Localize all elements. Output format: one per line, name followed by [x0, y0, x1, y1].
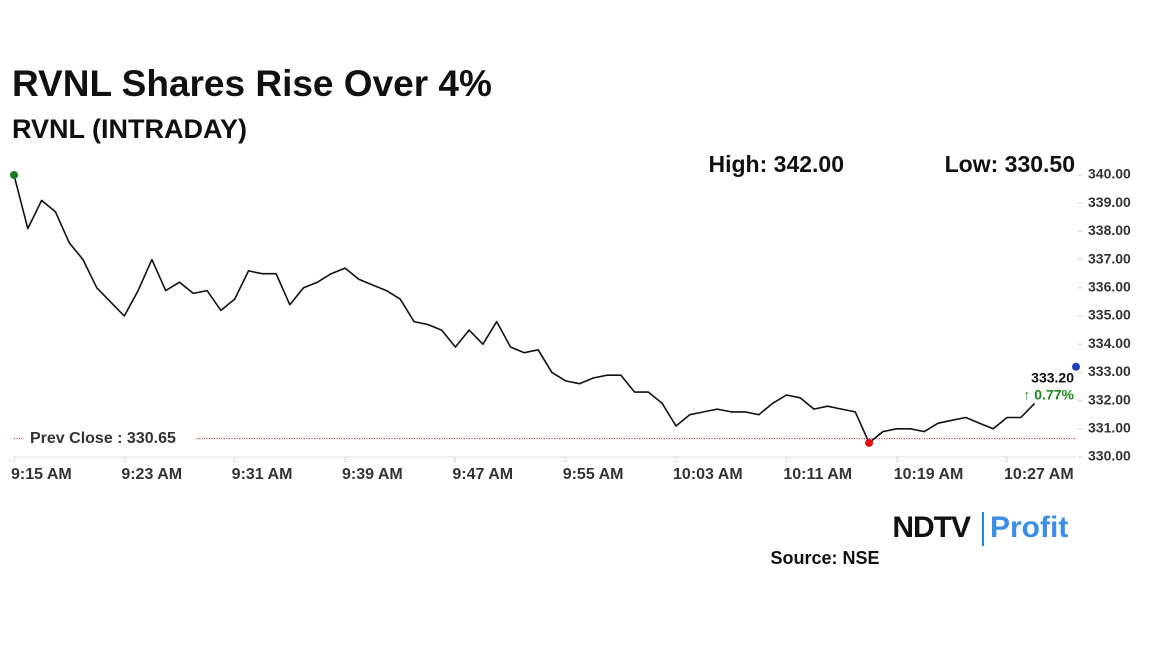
x-tick-label: 9:39 AM: [342, 466, 403, 483]
high-label: High: 342.00: [709, 151, 845, 177]
price-line: [14, 175, 1076, 443]
change-label: ↑ 0.77%: [1023, 386, 1074, 402]
y-tick-label: 334.00: [1088, 335, 1131, 351]
low-dot: [865, 438, 874, 447]
y-tick-label: 330.00: [1088, 448, 1131, 464]
prev-close-label: Prev Close : 330.65: [30, 430, 176, 447]
y-tick-label: 340.00: [1088, 166, 1131, 182]
x-tick-label: 10:11 AM: [783, 466, 852, 483]
x-tick-label: 9:31 AM: [232, 466, 293, 483]
logo-profit: Profit: [990, 511, 1068, 544]
y-tick-label: 339.00: [1088, 194, 1131, 210]
y-tick-label: 331.00: [1088, 420, 1131, 436]
y-tick-label: 338.00: [1088, 222, 1131, 238]
y-tick-label: 336.00: [1088, 279, 1131, 295]
y-tick-label: 337.00: [1088, 250, 1131, 266]
y-tick-label: 332.00: [1088, 391, 1131, 407]
open-dot: [10, 171, 18, 179]
logo-ndtv: NDTV: [892, 511, 971, 544]
chart-title: RVNL Shares Rise Over 4%: [12, 63, 492, 104]
x-tick-label: 10:27 AM: [1004, 466, 1074, 483]
x-tick-label: 9:23 AM: [121, 466, 182, 483]
y-tick-label: 335.00: [1088, 307, 1131, 323]
last-dot: [1072, 362, 1080, 371]
y-tick-label: 333.00: [1088, 363, 1131, 379]
x-tick-label: 9:47 AM: [452, 466, 513, 483]
x-tick-label: 9:15 AM: [11, 466, 72, 483]
last-label: 333.20: [1031, 369, 1074, 385]
low-label: Low: 330.50: [945, 151, 1075, 177]
chart-subtitle: RVNL (INTRADAY): [12, 114, 247, 144]
prev-close-bg: [24, 427, 196, 448]
x-tick-label: 10:03 AM: [673, 466, 743, 483]
x-tick-label: 10:19 AM: [894, 466, 964, 483]
source: Source: NSE: [770, 548, 879, 568]
x-tick-label: 9:55 AM: [563, 466, 624, 483]
